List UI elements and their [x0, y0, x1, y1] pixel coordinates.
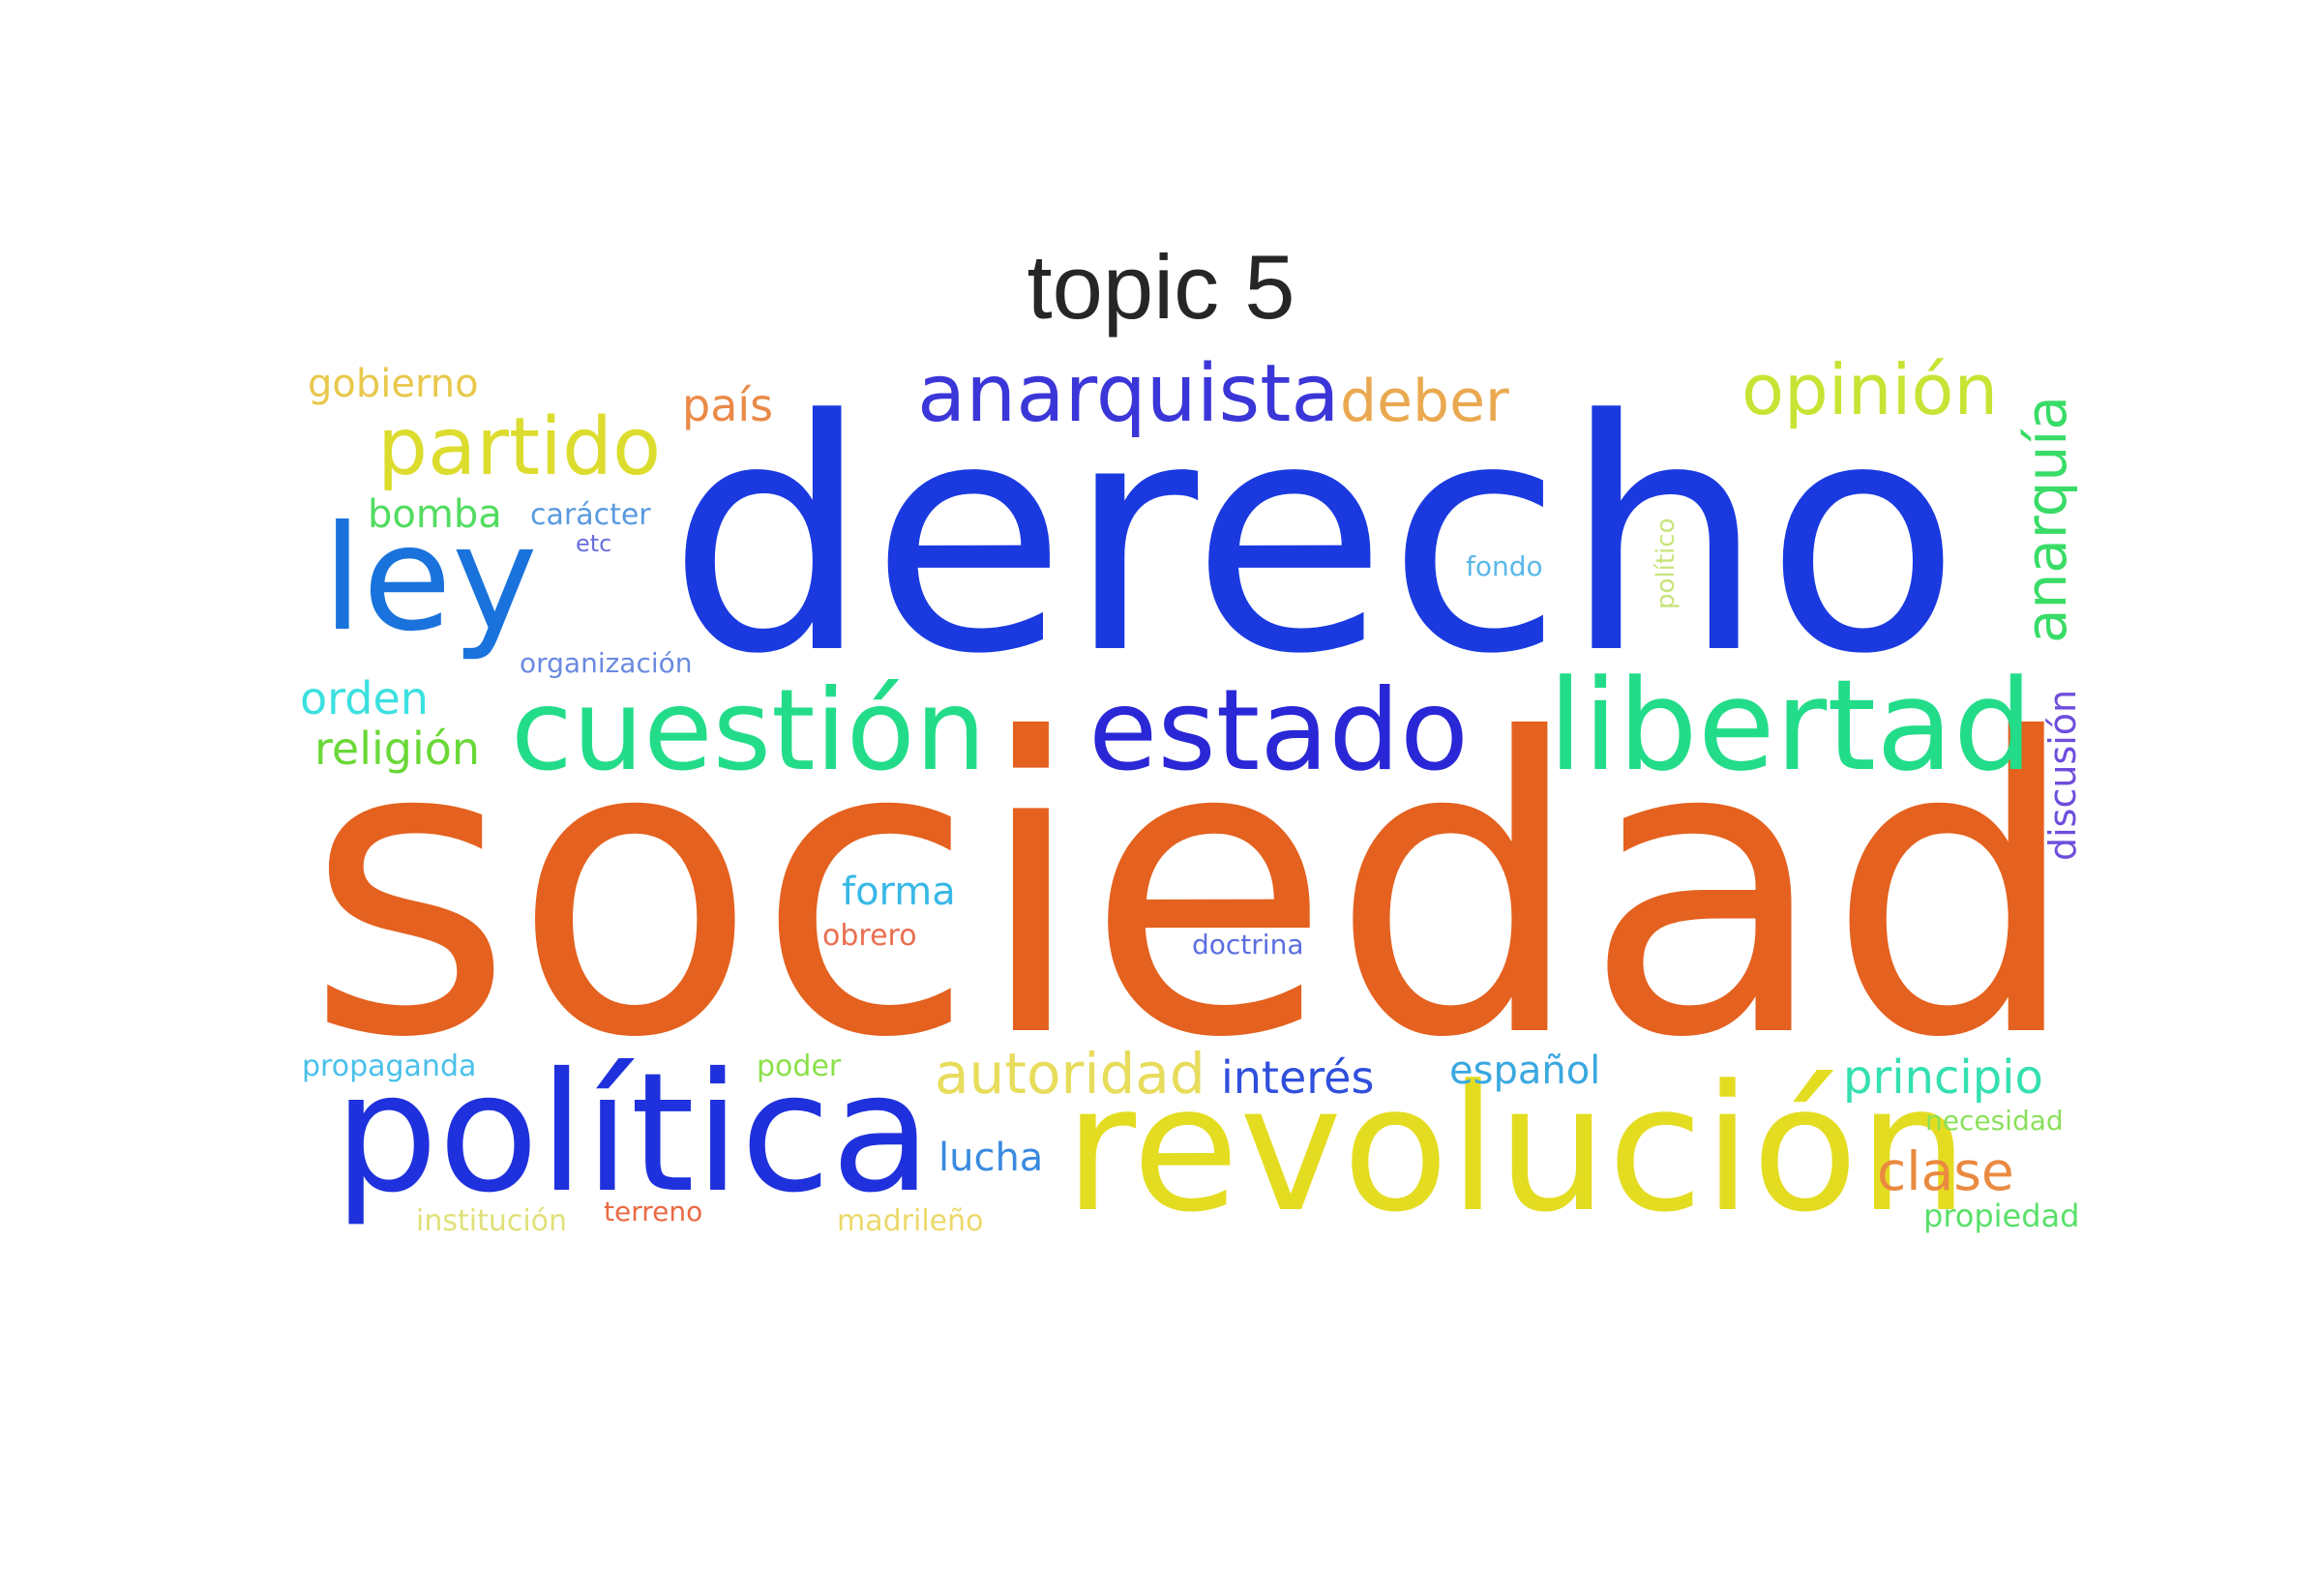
word-poder: poder [757, 1049, 842, 1083]
word-forma: forma [842, 870, 956, 914]
word-pais: país [682, 379, 773, 431]
word-ley: ley [322, 495, 538, 664]
word-clase: clase [1877, 1140, 2014, 1202]
wordcloud-background [300, 353, 2080, 1243]
word-gobierno: gobierno [308, 362, 479, 406]
word-religion: religión [314, 723, 480, 775]
word-necesidad: necesidad [1925, 1105, 2064, 1137]
word-interes: interés [1221, 1051, 1374, 1104]
word-deber: deber [1340, 368, 1509, 435]
word-propiedad: propiedad [1923, 1197, 2079, 1234]
word-politico: político [1652, 518, 1681, 609]
word-derecho: derecho [668, 352, 1960, 724]
word-opinion: opinión [1742, 349, 1998, 430]
word-discusion: discusión [2041, 690, 2084, 861]
word-anarquia: anarquía [2013, 396, 2079, 643]
word-bomba: bomba [368, 492, 502, 537]
word-partido: partido [377, 401, 661, 493]
word-libertad: libertad [1548, 652, 2033, 799]
word-caracter: carácter [530, 498, 651, 532]
word-doctrina: doctrina [1192, 929, 1303, 961]
word-terreno: terreno [604, 1196, 702, 1227]
word-espanol: español [1449, 1049, 1600, 1093]
figure-title: topic 5 [1027, 236, 1295, 338]
word-fondo: fondo [1466, 550, 1543, 582]
word-madrileno: madrileño [837, 1204, 983, 1238]
word-estado: estado [1088, 665, 1469, 796]
word-propaganda: propaganda [302, 1049, 476, 1083]
word-politica: política [334, 1038, 932, 1229]
word-principio: principio [1843, 1050, 2043, 1105]
word-obrero: obrero [822, 919, 917, 953]
word-institucion: institución [416, 1204, 567, 1238]
word-organizacion: organización [520, 647, 693, 679]
word-orden: orden [300, 672, 429, 724]
word-autoridad: autoridad [935, 1041, 1206, 1107]
word-etc: etc [576, 530, 611, 557]
word-sociedad: sociedad [306, 654, 2080, 1127]
word-anarquista: anarquista [917, 348, 1340, 440]
word-cuestion: cuestión [511, 665, 986, 796]
word-revolucion: revolución [1064, 1049, 1969, 1251]
word-lucha: lucha [938, 1136, 1043, 1180]
